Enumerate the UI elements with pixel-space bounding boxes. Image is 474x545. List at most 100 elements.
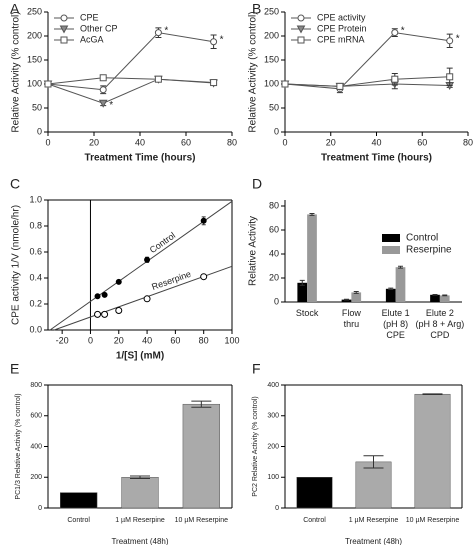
- x-tick-label: 80: [463, 137, 473, 147]
- marker: [94, 310, 102, 318]
- x-tick-label: 0: [45, 137, 50, 147]
- marker: [60, 36, 68, 44]
- bar: [182, 403, 220, 509]
- marker: [144, 256, 151, 263]
- marker: [297, 36, 305, 44]
- y-axis-label: CPE activity 1/V (nmole/hr): [11, 205, 22, 325]
- bar: [385, 288, 396, 302]
- y-tick-label: 400: [30, 443, 42, 450]
- y-tick-label: 250: [27, 6, 42, 16]
- x-tick-label-line: Stock: [296, 308, 319, 318]
- x-tick-label: Flow thru: [342, 308, 362, 329]
- marker: [44, 80, 52, 88]
- y-tick-label: 200: [30, 474, 42, 481]
- y-tick-label: 0: [274, 126, 279, 136]
- error-bar: [299, 279, 305, 286]
- error-bar: [363, 455, 384, 469]
- x-tick-label-line: CPD: [430, 330, 450, 340]
- y-tick-label: 0: [275, 505, 279, 512]
- legend-swatch: [382, 246, 400, 254]
- series-line: [284, 32, 450, 90]
- annotation: *: [220, 34, 224, 45]
- marker: [101, 310, 109, 318]
- panel: A 0 50 100 150 200 250 0 20 40 60 80 Relative Activi…: [10, 1, 237, 164]
- bar: [351, 292, 362, 302]
- x-tick-label-line: 1 µM Reserpine: [115, 517, 165, 524]
- legend-label: CPE: [80, 12, 99, 22]
- y-tick-label: 50: [32, 102, 42, 112]
- marker: [210, 38, 218, 46]
- error-bar: [130, 475, 150, 479]
- x-tick-label: 20: [114, 335, 124, 345]
- legend-label: CPE activity: [317, 12, 366, 22]
- x-axis-label: 1/[S] (mM): [116, 351, 164, 362]
- legend-label: CPE mRNA: [317, 34, 365, 44]
- x-tick-label: 100: [224, 335, 239, 345]
- error-bar: [191, 400, 212, 408]
- panel: C 0.0 0.2 0.4 0.6 0.8 1.0 -20 0 20 40 60 80 100 CPE ac…: [10, 176, 240, 362]
- panel-label: C: [10, 176, 20, 192]
- marker: [297, 14, 305, 22]
- panel-label: E: [10, 361, 19, 377]
- x-tick-label-line: (pH 8 + Arg): [415, 319, 464, 329]
- series-line: [47, 78, 214, 104]
- x-tick-label: -20: [56, 335, 69, 345]
- y-tick-label: 20: [269, 272, 279, 282]
- y-tick-label: 1.0: [29, 194, 42, 204]
- y-tick-label: 80: [269, 200, 279, 210]
- x-tick-label-line: 10 µM Reserpine: [406, 517, 460, 524]
- x-tick-label: 10 µM Reserpine: [406, 517, 460, 524]
- y-tick-label: 0: [38, 505, 42, 512]
- bar: [307, 214, 317, 302]
- x-tick-label-line: Elute 1: [382, 308, 410, 318]
- x-tick-label-line: Control: [303, 517, 326, 524]
- y-tick-label: 40: [269, 248, 279, 258]
- panel-label: F: [252, 361, 261, 377]
- y-tick-label: 200: [264, 30, 279, 40]
- x-tick-label: 80: [199, 335, 209, 345]
- panel: E 0 200 400 600 800 PC1/3 Relative Activity (%…: [10, 361, 233, 545]
- x-tick-label: 1 µM Reserpine: [349, 517, 399, 524]
- marker: [200, 273, 208, 281]
- marker: [98, 99, 108, 108]
- x-tick-label: 1 µM Reserpine: [115, 517, 165, 524]
- legend-label: Reserpine: [406, 245, 452, 256]
- error-bar: [422, 393, 443, 396]
- bar: [341, 299, 352, 302]
- x-tick-label-line: 1 µM Reserpine: [349, 517, 399, 524]
- error-bar: [309, 212, 315, 216]
- marker: [94, 293, 101, 300]
- x-axis-label: Treatment Time (hours): [321, 153, 432, 164]
- y-tick-label: 800: [30, 382, 42, 389]
- y-tick-label: 300: [267, 413, 279, 420]
- x-tick-label-line: thru: [344, 319, 360, 329]
- marker: [391, 75, 399, 83]
- x-tick-label-line: 10 µM Reserpine: [175, 517, 229, 524]
- legend-label: Other CP: [80, 23, 118, 33]
- y-tick-label: 0.0: [29, 324, 42, 334]
- x-tick-label: 80: [227, 137, 237, 147]
- y-tick-label: 600: [30, 413, 42, 420]
- x-tick-label: Elute 2 (pH 8 + Arg) CPD: [415, 308, 464, 340]
- panel-label: A: [10, 1, 20, 17]
- marker: [296, 25, 306, 34]
- y-tick-label: 50: [269, 102, 279, 112]
- marker: [115, 278, 122, 285]
- series-line: [47, 32, 214, 91]
- y-tick-label: 0.2: [29, 298, 42, 308]
- marker: [210, 79, 218, 87]
- y-tick-label: 200: [267, 443, 279, 450]
- y-axis-label: PC2 Relative Activity (% control): [252, 396, 259, 496]
- x-tick-label: 40: [371, 137, 381, 147]
- marker: [101, 291, 108, 298]
- panel: F 0 100 200 300 400 PC2 Relative Activity (% c…: [252, 361, 463, 545]
- x-tick-label: 0: [88, 335, 93, 345]
- y-tick-label: 250: [264, 6, 279, 16]
- error-bar: [432, 293, 438, 296]
- x-tick-label: 10 µM Reserpine: [175, 517, 229, 524]
- x-tick-label: 20: [89, 137, 99, 147]
- y-tick-label: 200: [27, 30, 42, 40]
- marker: [446, 73, 454, 81]
- error-bar: [388, 287, 394, 291]
- x-tick-label: Elute 1 (pH 8) CPE: [382, 308, 410, 340]
